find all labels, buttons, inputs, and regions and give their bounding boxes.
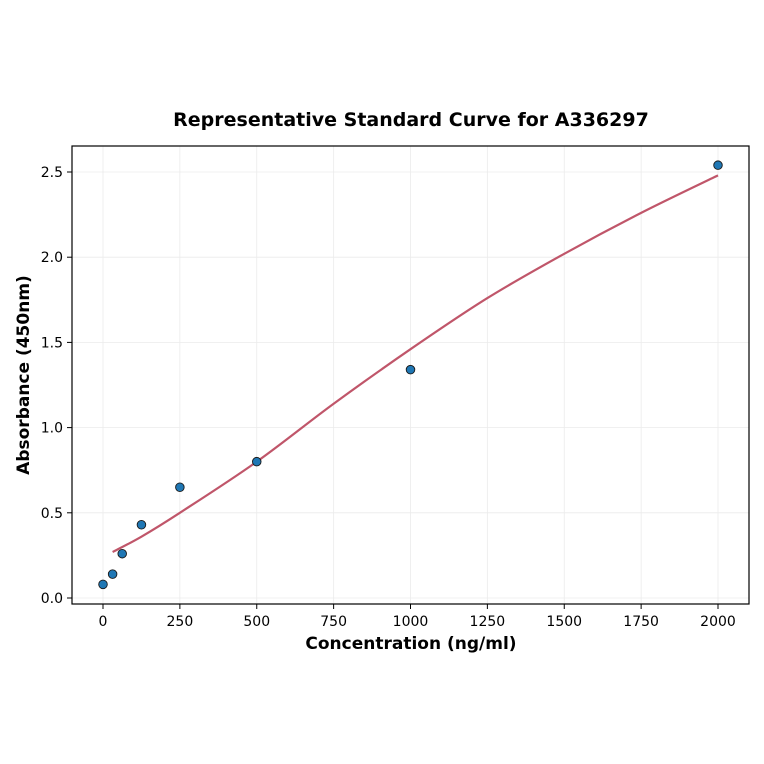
data-point — [175, 482, 185, 492]
x-tick-label: 0 — [99, 614, 108, 630]
data-point — [107, 569, 118, 579]
x-tick-label: 1000 — [393, 614, 429, 630]
data-point — [136, 519, 147, 530]
y-ticks: 0.0 0.5 1.0 1.5 2.0 2.5 — [41, 165, 72, 607]
fit-curve — [112, 174, 719, 553]
data-point — [405, 364, 416, 375]
x-axis-label: Concentration (ng/ml) — [305, 634, 516, 654]
data-point — [117, 548, 127, 559]
y-axis-label: Absorbance (450nm) — [14, 275, 34, 475]
x-ticks: 0 250 500 750 1000 1250 1500 1750 2000 — [99, 604, 736, 630]
y-tick-label: 0.5 — [41, 506, 63, 522]
x-tick-label: 1750 — [623, 614, 659, 630]
data-points — [98, 160, 723, 590]
y-tick-label: 0.0 — [41, 591, 63, 607]
y-tick-label: 2.5 — [41, 165, 63, 181]
fit-curve-group — [112, 174, 719, 553]
grid — [72, 146, 749, 604]
y-tick-label: 1.5 — [41, 335, 63, 351]
x-tick-label: 2000 — [700, 614, 736, 630]
data-point — [251, 456, 262, 467]
chart-title: Representative Standard Curve for A33629… — [173, 109, 649, 131]
x-tick-label: 750 — [320, 614, 347, 630]
x-tick-label: 500 — [243, 614, 270, 630]
x-tick-label: 1250 — [470, 614, 506, 630]
data-point — [713, 160, 723, 170]
x-tick-label: 250 — [167, 614, 194, 630]
y-tick-label: 2.0 — [41, 250, 63, 266]
y-tick-label: 1.0 — [41, 421, 63, 437]
x-tick-label: 1500 — [546, 614, 582, 630]
data-point — [98, 579, 108, 590]
